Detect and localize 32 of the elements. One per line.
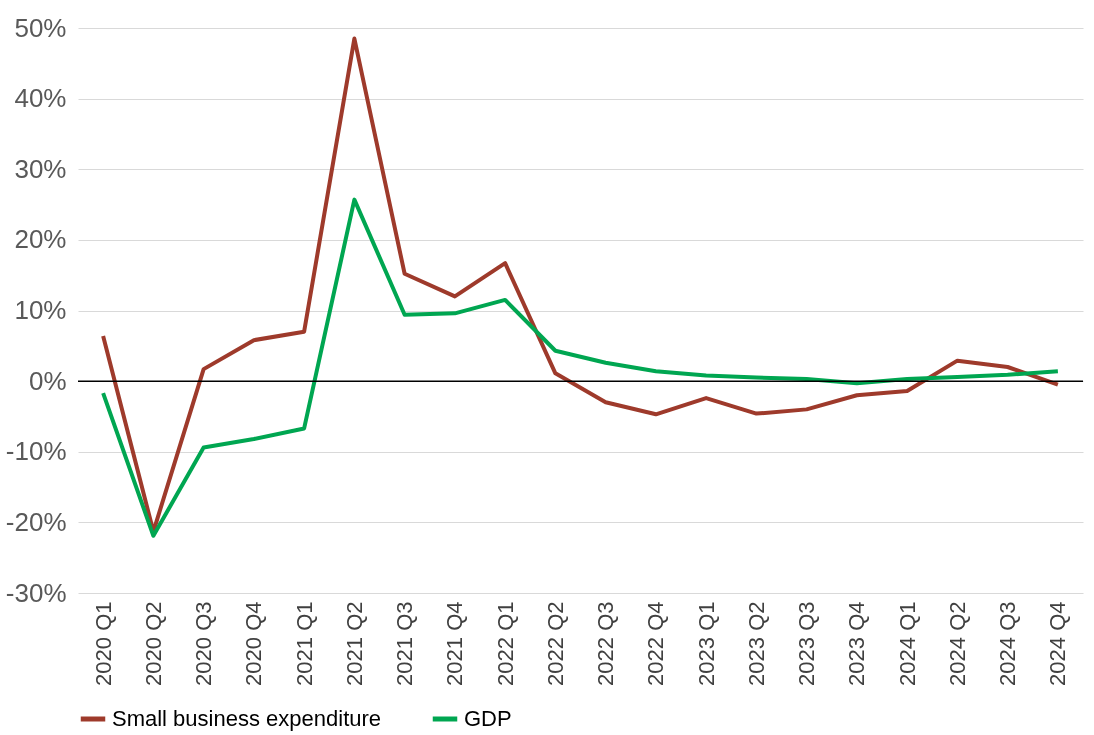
line-series — [101, 197, 1060, 538]
x-tick-label: 2020 Q4 — [241, 601, 267, 686]
x-tick-label: 2020 Q2 — [140, 601, 166, 686]
x-tick-label: 2021 Q2 — [341, 601, 367, 686]
y-tick-label: -30% — [5, 577, 67, 608]
x-tick-label: 2022 Q1 — [492, 601, 518, 686]
x-tick-label: 2024 Q4 — [1045, 601, 1071, 686]
x-tick-label: 2021 Q1 — [291, 601, 317, 686]
y-tick-label: 20% — [14, 224, 67, 255]
y-tick-label: 50% — [14, 12, 67, 43]
x-tick-label: 2022 Q4 — [643, 601, 669, 686]
x-tick-label: 2022 Q3 — [593, 601, 619, 686]
x-tick-label: 2024 Q1 — [894, 601, 920, 686]
y-tick-label: 0% — [28, 365, 67, 396]
x-tick-label: 2020 Q3 — [191, 601, 217, 686]
x-tick-label: 2023 Q1 — [693, 601, 719, 686]
x-tick-label: 2024 Q3 — [995, 601, 1021, 686]
x-tick-label: 2023 Q4 — [844, 601, 870, 686]
y-tick-label: -10% — [5, 436, 67, 467]
x-tick-label: 2022 Q2 — [542, 601, 568, 686]
x-tick-label: 2023 Q2 — [743, 601, 769, 686]
legend-label: GDP — [464, 706, 512, 731]
x-tick-label: 2024 Q2 — [944, 601, 970, 686]
x-tick-label: 2020 Q1 — [90, 601, 116, 686]
x-tick-label: 2021 Q4 — [442, 601, 468, 686]
legend-label: Small business expenditure — [112, 706, 382, 731]
y-tick-label: 10% — [14, 295, 67, 325]
x-tick-label: 2021 Q3 — [392, 601, 418, 686]
y-tick-label: 40% — [14, 83, 67, 114]
x-tick-label: 2023 Q3 — [794, 601, 820, 686]
y-tick-label: -20% — [5, 506, 67, 537]
y-tick-label: 30% — [14, 153, 67, 184]
